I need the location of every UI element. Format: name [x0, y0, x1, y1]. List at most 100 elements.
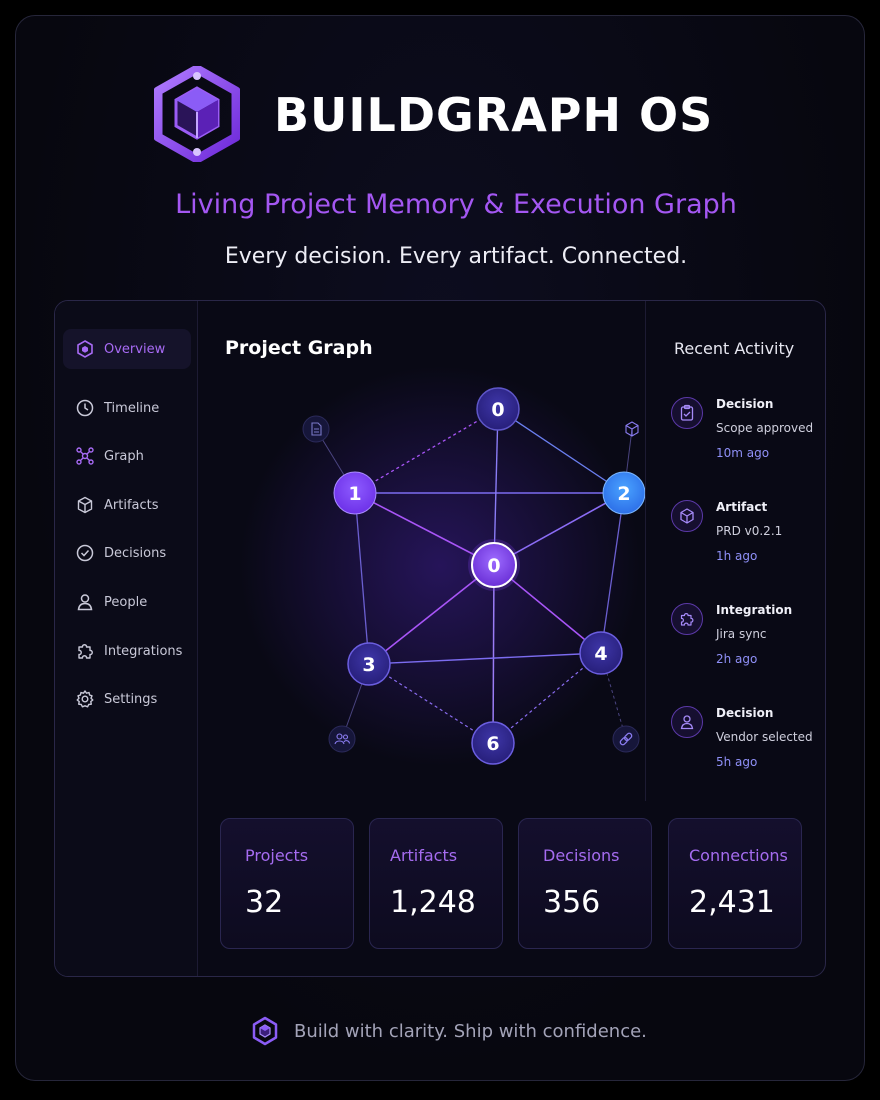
puzzle-icon [671, 603, 703, 635]
activity-time: 1h ago [716, 549, 758, 563]
graph-node-top[interactable]: 0 [476, 387, 520, 431]
graph-edge [354, 492, 370, 665]
stat-label: Artifacts [390, 846, 458, 865]
hexagon-cube-small-icon [252, 1016, 278, 1046]
sidebar-item-label: People [104, 594, 148, 610]
graph-edge [368, 564, 495, 665]
graph-node-label: 2 [617, 483, 630, 505]
graph-node-left[interactable]: 1 [333, 471, 377, 515]
recent-activity: Recent Activity Decision Scope approved … [645, 301, 825, 801]
activity-time: 10m ago [716, 446, 770, 460]
cube-icon [671, 500, 703, 532]
project-graph: 0 1 2 0 3 4 6 [240, 366, 646, 766]
stat-label: Decisions [543, 846, 620, 865]
stat-label: Projects [245, 846, 309, 865]
subline: Every decision. Every artifact. Connecte… [224, 244, 688, 269]
graph-edge [497, 408, 625, 494]
hexagon-cube-logo-icon [154, 66, 240, 162]
sidebar-item-graph[interactable]: Graph [63, 436, 191, 476]
brand-name: BUILDGRAPH OS [274, 88, 714, 142]
sidebar-item-label: Artifacts [104, 497, 159, 513]
graph-edge [493, 564, 602, 654]
tagline: Living Project Memory & Execution Graph [175, 189, 737, 220]
clock-icon [75, 398, 95, 418]
clipboard-check-icon [671, 397, 703, 429]
activity-desc: Scope approved [716, 421, 814, 435]
stat-label: Connections [689, 846, 788, 865]
graph-edge [493, 408, 499, 566]
graph-node-label: 0 [491, 399, 504, 421]
stat-card-connections[interactable]: Connections 2,431 [668, 818, 802, 949]
document-icon [302, 415, 330, 443]
sidebar-item-artifacts[interactable]: Artifacts [63, 485, 191, 525]
graph-icon [75, 446, 95, 466]
activity-item[interactable]: Integration Jira sync 2h ago [671, 603, 821, 673]
graph-title: Project Graph [225, 337, 373, 359]
stat-card-decisions[interactable]: Decisions 356 [518, 818, 652, 949]
stat-card-artifacts[interactable]: Artifacts 1,248 [369, 818, 503, 949]
activity-item[interactable]: Decision Vendor selected 5h ago [671, 706, 821, 776]
graph-node-center[interactable]: 0 [468, 539, 520, 591]
graph-edge [368, 652, 602, 665]
graph-node-label: 6 [486, 733, 499, 755]
sidebar-item-integrations[interactable]: Integrations [63, 631, 191, 671]
activity-desc: Jira sync [716, 627, 767, 641]
sidebar-item-overview[interactable]: Overview [63, 329, 191, 369]
activity-type: Decision [716, 706, 774, 720]
stat-value: 1,248 [390, 885, 476, 920]
hexagon-icon [75, 339, 95, 359]
graph-node-label: 4 [594, 643, 607, 665]
graph-edge [600, 492, 625, 654]
graph-node-label: 1 [348, 483, 361, 505]
sidebar: Overview Timeline Graph Artifacts Decisi… [55, 301, 198, 976]
graph-edge [368, 663, 494, 744]
graph-edge [354, 492, 495, 566]
link-icon [612, 725, 640, 753]
stat-value: 32 [245, 885, 284, 920]
brand-header: BUILDGRAPH OS [154, 66, 712, 162]
stat-value: 356 [543, 885, 601, 920]
footer: Build with clarity. Ship with confidence… [250, 1016, 647, 1046]
activity-desc: Vendor selected [716, 730, 813, 744]
graph-node-label: 3 [362, 654, 375, 676]
activity-type: Integration [716, 603, 793, 617]
person-icon [75, 592, 95, 612]
activity-title: Recent Activity [674, 339, 795, 358]
stat-value: 2,431 [689, 885, 775, 920]
activity-type: Decision [716, 397, 774, 411]
dashboard-panel: Overview Timeline Graph Artifacts Decisi… [54, 300, 826, 977]
sidebar-item-label: Settings [104, 691, 158, 707]
activity-item[interactable]: Artifact PRD v0.2.1 1h ago [671, 500, 821, 570]
cube-icon [75, 495, 95, 515]
sidebar-item-decisions[interactable]: Decisions [63, 533, 191, 573]
gear-icon [75, 689, 95, 709]
puzzle-icon [75, 641, 95, 661]
graph-node-bottom[interactable]: 6 [471, 721, 515, 765]
graph-node-bottom-right[interactable]: 4 [579, 631, 623, 675]
activity-item[interactable]: Decision Scope approved 10m ago [671, 397, 821, 467]
activity-type: Artifact [716, 500, 768, 514]
graph-edge [354, 408, 499, 494]
graph-edge [492, 564, 495, 744]
sidebar-item-people[interactable]: People [63, 582, 191, 622]
sidebar-item-timeline[interactable]: Timeline [63, 388, 191, 428]
footer-text: Build with clarity. Ship with confidence… [294, 1020, 647, 1042]
graph-glow [240, 366, 640, 766]
check-circle-icon [75, 543, 95, 563]
person-icon [671, 706, 703, 738]
activity-desc: PRD v0.2.1 [716, 524, 783, 538]
sidebar-item-settings[interactable]: Settings [63, 679, 191, 719]
sidebar-item-label: Graph [104, 448, 144, 464]
graph-edge [493, 492, 625, 566]
graph-node-right[interactable]: 2 [602, 471, 646, 515]
sidebar-item-label: Overview [104, 341, 166, 357]
sidebar-item-label: Decisions [104, 545, 167, 561]
activity-time: 2h ago [716, 652, 758, 666]
activity-time: 5h ago [716, 755, 758, 769]
sidebar-item-label: Integrations [104, 643, 183, 659]
graph-node-bottom-left[interactable]: 3 [347, 642, 391, 686]
cube-icon [625, 421, 639, 437]
graph-node-label: 0 [487, 555, 500, 577]
stat-card-projects[interactable]: Projects 32 [220, 818, 354, 949]
sidebar-item-label: Timeline [104, 400, 160, 416]
